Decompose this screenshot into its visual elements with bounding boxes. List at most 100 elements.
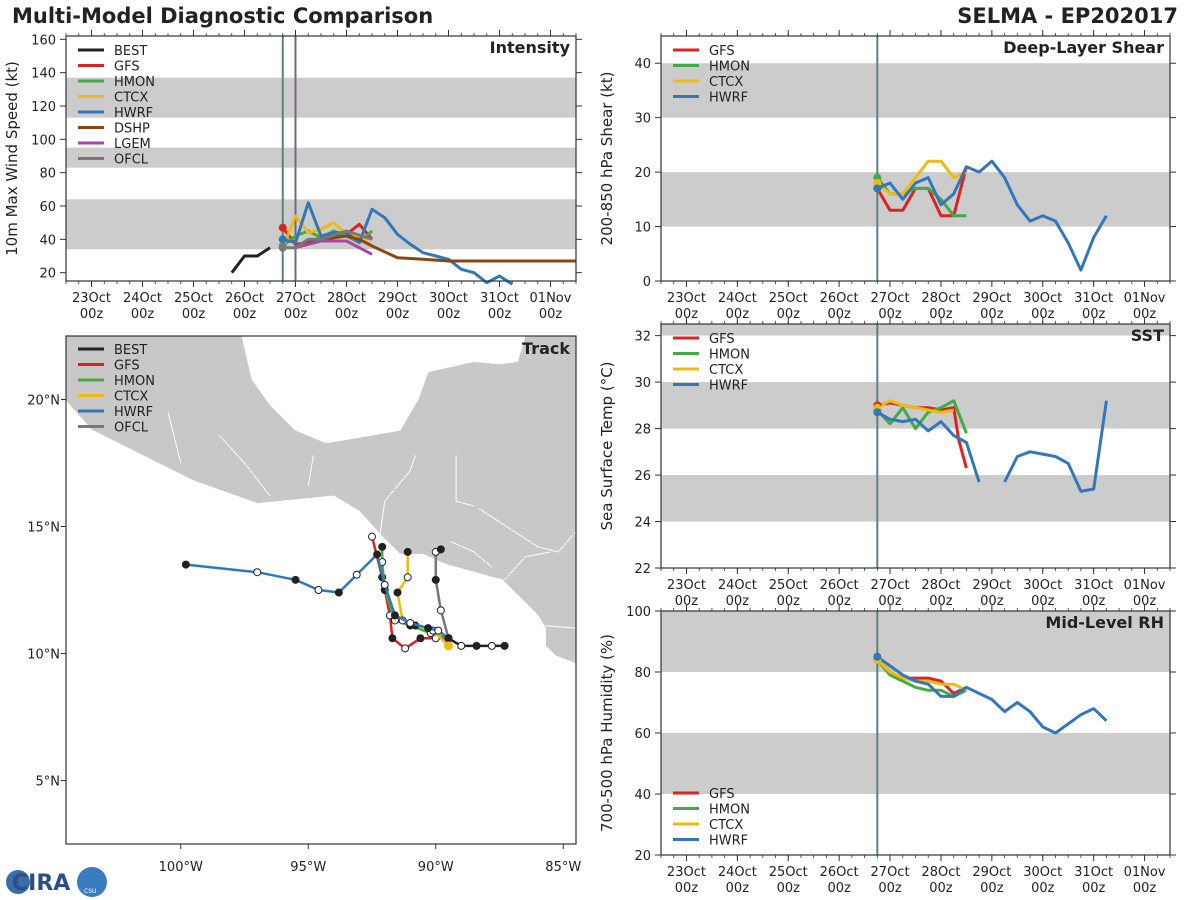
legend-label-hwrf: HWRF [114, 405, 153, 420]
plot-frame [65, 35, 577, 282]
admin-border [450, 541, 493, 568]
x-tick-label-date: 25Oct [769, 865, 808, 880]
y-tick-label: 20 [634, 849, 651, 864]
admin-border [455, 455, 475, 507]
y-tick-label: 120 [31, 100, 56, 115]
x-tick-label-date: 31Oct [1074, 578, 1113, 593]
legend-label-best: BEST [114, 343, 147, 358]
y-axis-label: 200-850 hPa Shear (kt) [598, 72, 616, 246]
chart-track: 100°W 95°W 90°W 85°W 5°N 10°N 15°N 20°N Track BES… [27, 335, 581, 875]
x-tick-label-hour: 00z [1133, 307, 1157, 322]
track-point-ofcl [436, 545, 445, 554]
track-point-hwrf [181, 560, 190, 569]
y-tick-label: 32 [634, 330, 651, 345]
x-tick-label-hour: 00z [1133, 594, 1157, 609]
x-tick-label-date: 01Nov [1124, 578, 1166, 593]
chart-title: SST [1131, 326, 1164, 345]
x-tick-label-date: 24Oct [718, 578, 757, 593]
y-tick-label: 22 [634, 562, 651, 577]
y-axis-label: Sea Surface Temp (°C) [598, 361, 616, 530]
x-tick-label-date: 26Oct [820, 578, 859, 593]
x-tick-label-hour: 00z [1031, 594, 1055, 609]
x-tick-label-hour: 00z [726, 594, 750, 609]
x-tick-label-date: 28Oct [327, 291, 366, 306]
legend-label-hmon: HMON [114, 75, 155, 90]
x-tick-label-date: 24Oct [718, 865, 757, 880]
track-point-hwrf [352, 570, 361, 579]
x-tick-label-hour: 00z [827, 881, 851, 896]
shaded-band [661, 733, 1170, 794]
x-tick-label-hour: 00z [80, 307, 104, 322]
track-point-hwrf [380, 580, 389, 589]
series-line-ctcx [876, 658, 968, 692]
legend-label-ctcx: CTCX [709, 363, 743, 378]
shaded-band [66, 77, 576, 118]
x-tick-label-date: 28Oct [921, 291, 960, 306]
x-tick-label-date: 25Oct [174, 291, 213, 306]
shaded-band [661, 324, 1170, 336]
x-tick-label-hour: 00z [437, 307, 461, 322]
x-tick-label-date: 01Nov [1124, 291, 1166, 306]
shaded-band [661, 611, 1170, 672]
x-tick-label-hour: 00z [539, 307, 563, 322]
y-tick-label: 24 [634, 516, 651, 531]
y-tick-label: 20 [634, 166, 651, 181]
track-point-hwrf [390, 611, 399, 620]
series-line-hwrf [1003, 400, 1108, 493]
logo-globe-icon [6, 870, 30, 894]
init-point-gfs [278, 223, 287, 232]
legend-label-gfs: GFS [709, 787, 735, 802]
lon-tick-label: 85°W [545, 860, 581, 875]
x-tick-label-date: 24Oct [123, 291, 162, 306]
legend-label-gfs: GFS [709, 332, 735, 347]
x-tick-label-hour: 00z [1031, 307, 1055, 322]
legend-label-hwrf: HWRF [114, 106, 153, 121]
x-tick-label-hour: 00z [675, 881, 699, 896]
x-tick-label-date: 01Nov [530, 291, 572, 306]
x-tick-label-hour: 00z [777, 307, 801, 322]
x-tick-label-date: 27Oct [871, 865, 910, 880]
x-tick-label-hour: 00z [131, 307, 155, 322]
y-tick-label: 60 [634, 727, 651, 742]
series-line-ctcx [876, 159, 967, 196]
legend-label-ctcx: CTCX [114, 390, 148, 405]
x-tick-label-date: 27Oct [871, 291, 910, 306]
x-tick-label-hour: 00z [675, 307, 699, 322]
x-tick-label-hour: 00z [182, 307, 206, 322]
track-point-ctcx [403, 573, 412, 582]
y-tick-label: 160 [31, 33, 56, 48]
y-tick-label: 40 [634, 788, 651, 803]
y-axis-label: 10m Max Wind Speed (kt) [3, 61, 21, 256]
x-tick-label-hour: 00z [1082, 594, 1106, 609]
admin-border [545, 625, 576, 629]
chart-title: Mid-Level RH [1045, 613, 1164, 632]
x-tick-label-hour: 00z [675, 594, 699, 609]
track-point-best [457, 641, 466, 650]
x-tick-label-date: 31Oct [1074, 865, 1113, 880]
y-tick-label: 100 [626, 605, 651, 620]
legend-label-gfs: GFS [709, 44, 735, 59]
init-point-hwrf [278, 235, 287, 244]
x-tick-label-hour: 00z [878, 594, 902, 609]
plot-frame [660, 323, 1171, 569]
lon-tick-label: 100°W [159, 860, 203, 875]
x-tick-label-date: 23Oct [72, 291, 111, 306]
lat-tick-label: 5°N [36, 775, 61, 790]
y-tick-label: 80 [39, 167, 56, 182]
x-tick-label-date: 26Oct [820, 291, 859, 306]
track-point-hwrf [334, 588, 343, 597]
x-tick-label-hour: 00z [878, 881, 902, 896]
init-point-hwrf [873, 184, 882, 193]
x-tick-label-date: 25Oct [769, 291, 808, 306]
x-tick-label-date: 26Oct [225, 291, 264, 306]
shaded-band [661, 475, 1170, 522]
track-point-best [500, 641, 509, 650]
track-point-ctcx [403, 547, 412, 556]
chart-shear: 23Oct00z24Oct00z25Oct00z26Oct00z27Oct00z… [598, 30, 1176, 322]
x-tick-label-hour: 00z [1031, 881, 1055, 896]
x-tick-label-date: 01Nov [1124, 865, 1166, 880]
legend-label-ofcl: OFCL [114, 421, 149, 436]
lat-tick-label: 10°N [27, 648, 60, 663]
series-line-ofcl [282, 229, 373, 250]
y-tick-label: 40 [634, 57, 651, 72]
